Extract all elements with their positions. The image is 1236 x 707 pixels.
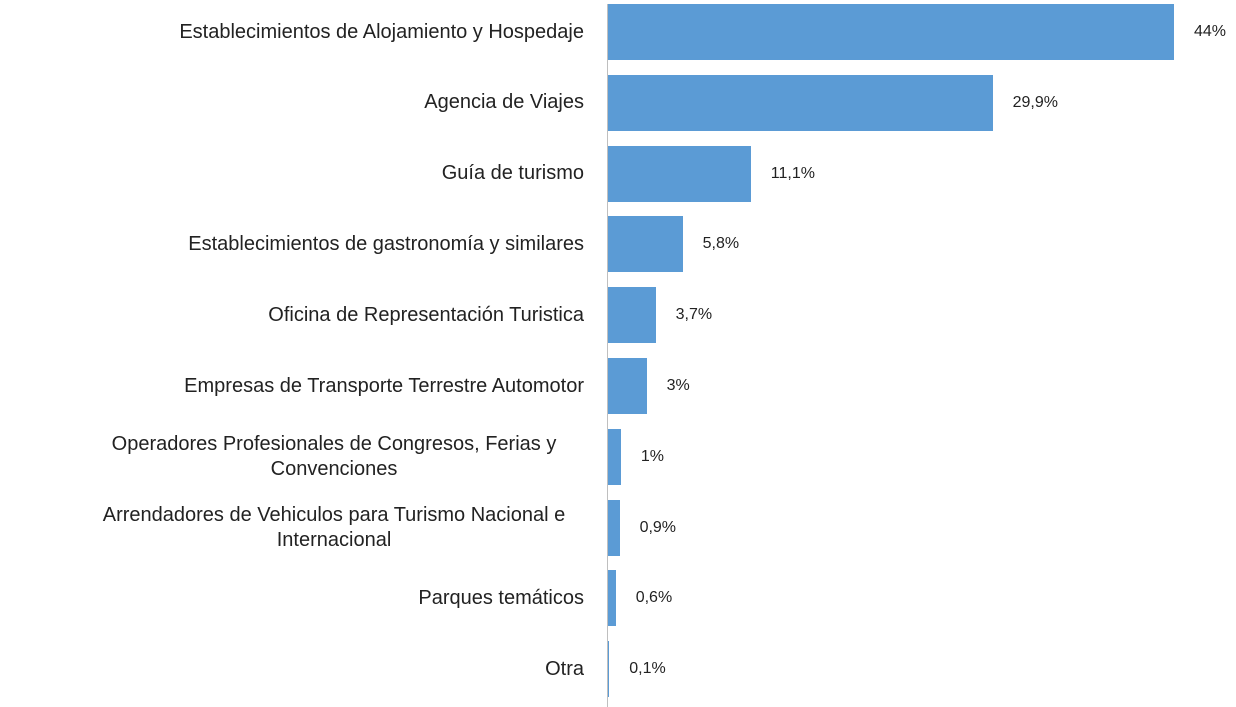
category-label: Empresas de Transporte Terrestre Automot… (0, 358, 584, 414)
value-label: 0,9% (639, 518, 677, 536)
category-text: Establecimientos de gastronomía y simila… (188, 232, 584, 255)
value-label: 3,7% (675, 306, 713, 324)
bar (608, 358, 647, 414)
value-label: 11,1% (770, 164, 815, 182)
bar (608, 570, 616, 627)
category-label: Arrendadores de Vehiculos para Turismo N… (0, 500, 584, 556)
y-axis-line (607, 4, 608, 707)
category-text: Agencia de Viajes (424, 91, 584, 114)
value-label: 29,9% (1012, 93, 1058, 111)
bar (608, 4, 1174, 60)
bar (608, 145, 751, 202)
bar (608, 74, 993, 131)
category-text: Operadores Profesionales de Congresos, F… (111, 432, 557, 480)
category-label: Operadores Profesionales de Congresos, F… (0, 429, 584, 485)
category-text: Otra (545, 657, 584, 680)
category-label: Oficina de Representación Turistica (0, 287, 584, 343)
value-label: 5,8% (702, 235, 740, 253)
value-label: 1% (640, 447, 664, 465)
bar (608, 499, 620, 556)
category-text: Oficina de Representación Turistica (268, 303, 584, 326)
category-text: Arrendadores de Vehiculos para Turismo N… (102, 503, 566, 551)
value-label: 0,6% (635, 589, 673, 607)
category-label: Establecimientos de gastronomía y simila… (0, 216, 584, 272)
category-text: Establecimientos de Alojamiento y Hosped… (179, 20, 584, 43)
category-text: Parques temáticos (418, 586, 584, 609)
category-text: Empresas de Transporte Terrestre Automot… (184, 374, 584, 397)
category-label: Guía de turismo (0, 146, 584, 202)
value-label: 3% (666, 377, 690, 394)
bar (608, 428, 621, 485)
category-label: Establecimientos de Alojamiento y Hosped… (0, 4, 584, 60)
value-label: 0,1% (629, 660, 666, 678)
category-label: Agencia de Viajes (0, 75, 584, 131)
category-text: Guía de turismo (441, 162, 584, 185)
bar (608, 287, 656, 344)
category-label: Otra (0, 641, 584, 697)
bar (608, 216, 683, 273)
value-label: 44% (1194, 23, 1227, 40)
category-label: Parques temáticos (0, 570, 584, 626)
bar (608, 641, 610, 698)
